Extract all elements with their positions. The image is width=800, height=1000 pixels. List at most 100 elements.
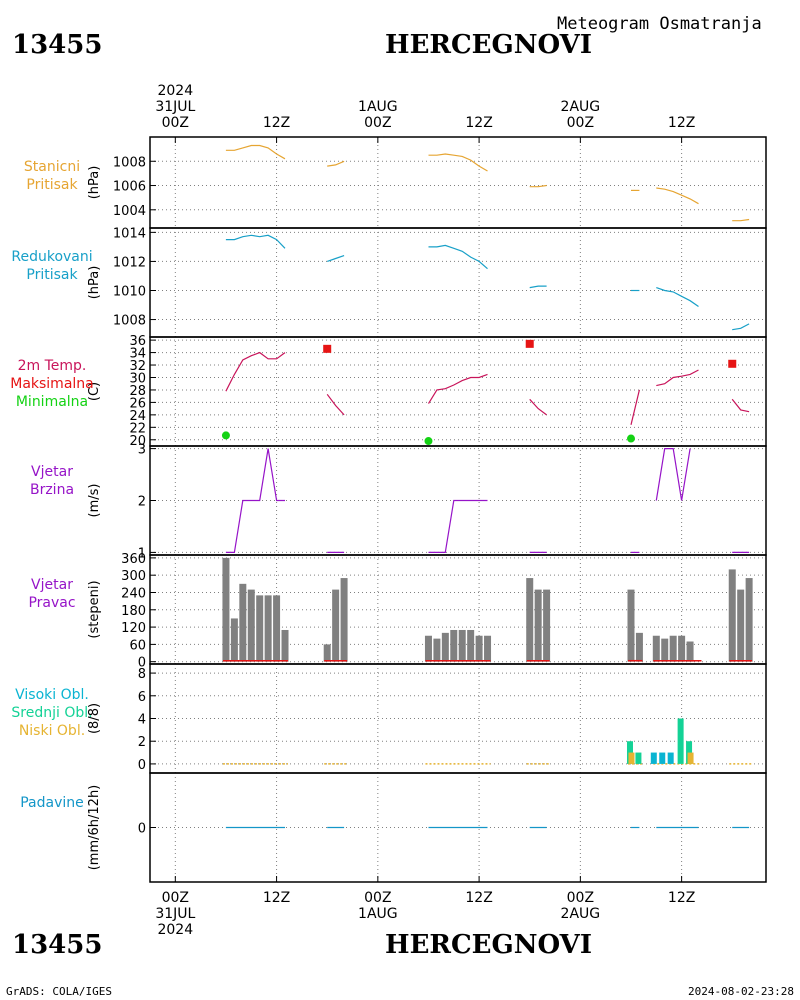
bottom-time-label: 1AUG — [358, 906, 398, 922]
y-tick-label: 28 — [129, 384, 146, 399]
series-line — [656, 369, 699, 387]
cloud-bar — [659, 752, 666, 764]
series-line — [326, 393, 345, 416]
series-line — [427, 373, 488, 404]
y-tick-label: 1010 — [113, 284, 146, 299]
cloud-bar — [650, 752, 657, 764]
series-line — [732, 323, 750, 331]
wind-direction-bar — [247, 589, 255, 662]
panel-label: Niski Obl. — [19, 723, 85, 739]
y-axis-label: (mm/6h/12h) — [87, 785, 102, 871]
footer-station-name: HERCEGNOVI — [385, 930, 592, 960]
y-tick-label: 30 — [129, 371, 146, 386]
bottom-time-label: 00Z — [162, 890, 189, 906]
top-time-label: 1AUG — [358, 99, 398, 115]
cloud-bar — [635, 752, 642, 764]
wind-direction-bar — [264, 595, 272, 662]
y-tick-label: 26 — [129, 396, 146, 411]
panel-label: Pritisak — [26, 177, 78, 193]
page-title: Meteogram Osmatranja — [557, 14, 762, 34]
y-axis-label: (m/s) — [87, 484, 102, 518]
wind-direction-bar — [745, 578, 753, 662]
station-name: HERCEGNOVI — [385, 30, 592, 60]
panel-label: Visoki Obl. — [15, 687, 89, 703]
panel-frame — [149, 136, 767, 229]
min-temp-marker — [424, 437, 433, 446]
panel-frame — [149, 772, 767, 883]
y-tick-label: 0 — [138, 758, 146, 773]
y-tick-label: 120 — [121, 621, 146, 636]
series-line — [225, 448, 285, 554]
y-tick-label: 36 — [129, 334, 146, 349]
series-line — [428, 153, 488, 172]
panel-oblaci: 0 2 4 6 8 (8/8)Visoki Obl. Srednji Obl. Niski O… — [11, 663, 767, 774]
wind-direction-bar — [273, 595, 281, 662]
wind-direction-bar — [458, 629, 466, 662]
cloud-bar — [628, 752, 635, 764]
bottom-time-label: 31JUL — [155, 906, 195, 922]
wind-direction-bar — [484, 635, 492, 662]
y-tick-label: 0 — [138, 822, 146, 837]
wind-direction-bar — [543, 589, 551, 662]
y-tick-label: 360 — [121, 552, 146, 567]
y-tick-label: 32 — [129, 359, 146, 374]
bottom-time-label: 2AUG — [561, 906, 601, 922]
top-time-label: 12Z — [668, 115, 695, 131]
y-tick-label: 2 — [138, 495, 146, 510]
series-line — [225, 144, 286, 160]
top-time-label: 12Z — [465, 115, 492, 131]
series-line — [529, 398, 547, 416]
series-line — [656, 287, 699, 307]
series-line — [630, 389, 640, 425]
bottom-time-label: 00Z — [567, 890, 594, 906]
wind-direction-bar — [281, 629, 289, 662]
y-tick-label: 3 — [138, 443, 146, 458]
wind-direction-bar — [635, 632, 643, 662]
series-line — [225, 234, 286, 249]
min-temp-marker — [221, 431, 230, 440]
cloud-bar — [687, 752, 694, 764]
wind-direction-bar — [526, 578, 534, 662]
panel-label: Brzina — [30, 482, 74, 498]
y-tick-label: 1004 — [113, 204, 146, 219]
panel-label: Minimalna — [16, 394, 88, 410]
panel-label: 2m Temp. — [18, 358, 87, 374]
y-tick-label: 300 — [121, 569, 146, 584]
series-line — [731, 398, 750, 413]
wind-direction-bar — [669, 635, 677, 662]
cloud-bar — [677, 718, 684, 764]
y-tick-label: 4 — [138, 713, 146, 728]
bottom-time-label: 12Z — [465, 890, 492, 906]
top-time-label: 2024 — [157, 83, 193, 99]
wind-direction-bar — [686, 641, 694, 662]
y-tick-label: 60 — [129, 638, 146, 653]
y-tick-label: 1012 — [113, 255, 146, 270]
wind-direction-bar — [652, 635, 660, 662]
y-tick-label: 24 — [129, 409, 146, 424]
panel-vjetar_brzina: 1 2 3 (m/s) Vjetar Brzina — [30, 443, 767, 561]
min-temp-marker — [626, 434, 635, 443]
bottom-time-label: 12Z — [668, 890, 695, 906]
wind-direction-bar — [323, 644, 331, 662]
y-tick-label: 22 — [129, 421, 146, 436]
wind-direction-bar — [737, 589, 745, 662]
top-time-label: 00Z — [567, 115, 594, 131]
y-tick-label: 180 — [121, 604, 146, 619]
series-line — [225, 351, 286, 392]
timestamp-text: 2024-08-02-23:28 — [688, 985, 794, 998]
y-axis-label: (8/8) — [87, 703, 102, 734]
series-line — [656, 187, 699, 205]
y-tick-label: 8 — [138, 667, 146, 682]
panel-label: Padavine — [20, 795, 84, 811]
panel-label: Maksimalna — [10, 376, 94, 392]
y-tick-label: 20 — [129, 434, 146, 449]
y-axis-label: (C) — [87, 382, 102, 401]
series-line — [428, 244, 488, 270]
panel-label: Pravac — [28, 595, 75, 611]
wind-direction-bar — [467, 629, 475, 662]
panel-padavine: 0 (mm/6h/12h)Padavine — [20, 772, 767, 883]
wind-direction-bar — [256, 595, 264, 662]
wind-direction-bar — [424, 635, 432, 662]
